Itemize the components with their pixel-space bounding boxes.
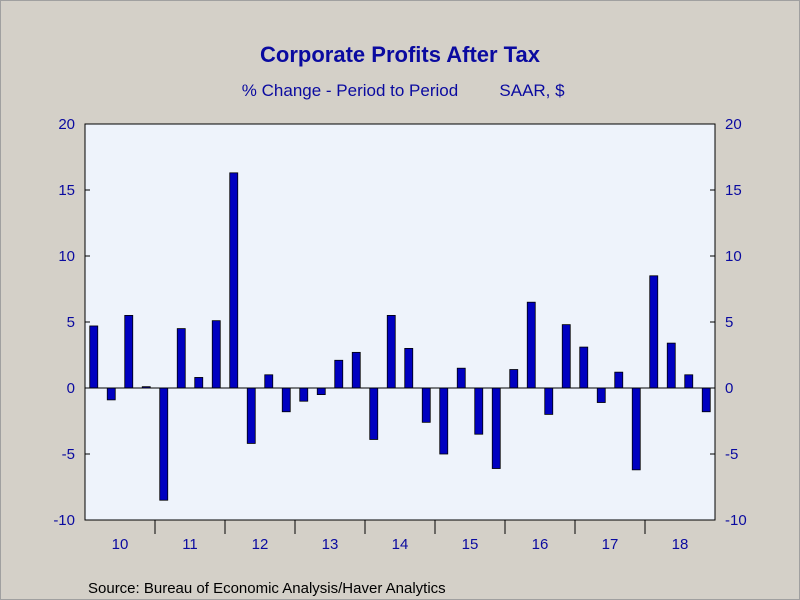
y-tick-label-right: -10 [725,512,747,529]
x-tick-label: 12 [252,536,269,553]
y-tick-label-right: -5 [725,446,738,463]
bar-2012Q1 [229,172,239,389]
bar-2010Q2 [106,387,116,401]
bar-2011Q1 [159,387,169,501]
bar-2011Q3 [194,377,204,389]
bar-2010Q1 [89,325,99,389]
bar-2017Q4 [631,387,641,471]
y-tick-label-right: 15 [725,182,742,199]
x-tick-label: 18 [672,536,689,553]
chart-title: Corporate Profits After Tax [260,42,541,67]
bar-2015Q3 [474,387,484,435]
axes-group: 20 20 15 15 10 10 5 5 0 0 -5 -5 -10 -10 10 11 12 13 14 15 16… [53,116,746,553]
bar-2015Q1 [439,387,449,455]
bar-2018Q1 [649,275,659,389]
bar-2014Q1 [369,387,379,440]
x-tick-label: 11 [182,536,198,553]
chart-subtitle-right: SAAR, $ [499,81,565,100]
y-tick-label-left: 5 [67,314,75,331]
bar-2018Q3 [684,374,694,389]
bar-2013Q2 [316,387,326,395]
bar-2013Q1 [299,387,309,402]
y-tick-label-left: 10 [58,248,75,265]
bar-2017Q1 [579,346,589,389]
bar-2014Q4 [421,387,431,423]
bar-2014Q2 [386,314,396,389]
bar-2015Q4 [491,387,501,469]
y-tick-label-left: 20 [58,116,75,133]
y-tick-label-right: 5 [725,314,733,331]
bar-2014Q3 [404,347,414,389]
bar-2015Q2 [456,367,466,389]
y-tick-label-left: 15 [58,182,75,199]
bar-2012Q4 [281,387,291,413]
x-tick-label: 10 [112,536,129,553]
bars-group [89,172,711,501]
bar-2012Q3 [264,374,274,389]
x-tick-label: 13 [322,536,339,553]
plot-area [84,123,716,521]
x-tick-label: 15 [462,536,479,553]
y-tick-label-right: 20 [725,116,742,133]
y-tick-label-left: 0 [67,380,75,397]
bar-2018Q4 [701,387,711,413]
x-tick-label: 14 [392,536,409,553]
bar-2016Q2 [526,301,536,389]
y-tick-label-right: 0 [725,380,733,397]
y-tick-label-left: -10 [53,512,75,529]
y-tick-label-left: -5 [62,446,75,463]
chart-subtitle-left: % Change - Period to Period [242,81,458,100]
bar-2012Q2 [246,387,256,444]
bar-2017Q3 [614,371,624,389]
bar-2010Q3 [124,314,134,389]
bar-2011Q2 [176,328,186,389]
x-tick-label: 17 [602,536,619,553]
bar-2013Q4 [351,351,361,389]
bar-2018Q2 [666,342,676,389]
source-note: Source: Bureau of Economic Analysis/Have… [88,580,446,597]
bar-2017Q2 [596,387,606,403]
x-tick-label: 16 [532,536,549,553]
bar-2011Q4 [211,320,221,389]
bar-2013Q3 [334,359,344,389]
bar-2016Q1 [509,369,519,389]
bar-2016Q3 [544,387,554,415]
y-tick-label-right: 10 [725,248,742,265]
bar-2016Q4 [561,324,571,389]
